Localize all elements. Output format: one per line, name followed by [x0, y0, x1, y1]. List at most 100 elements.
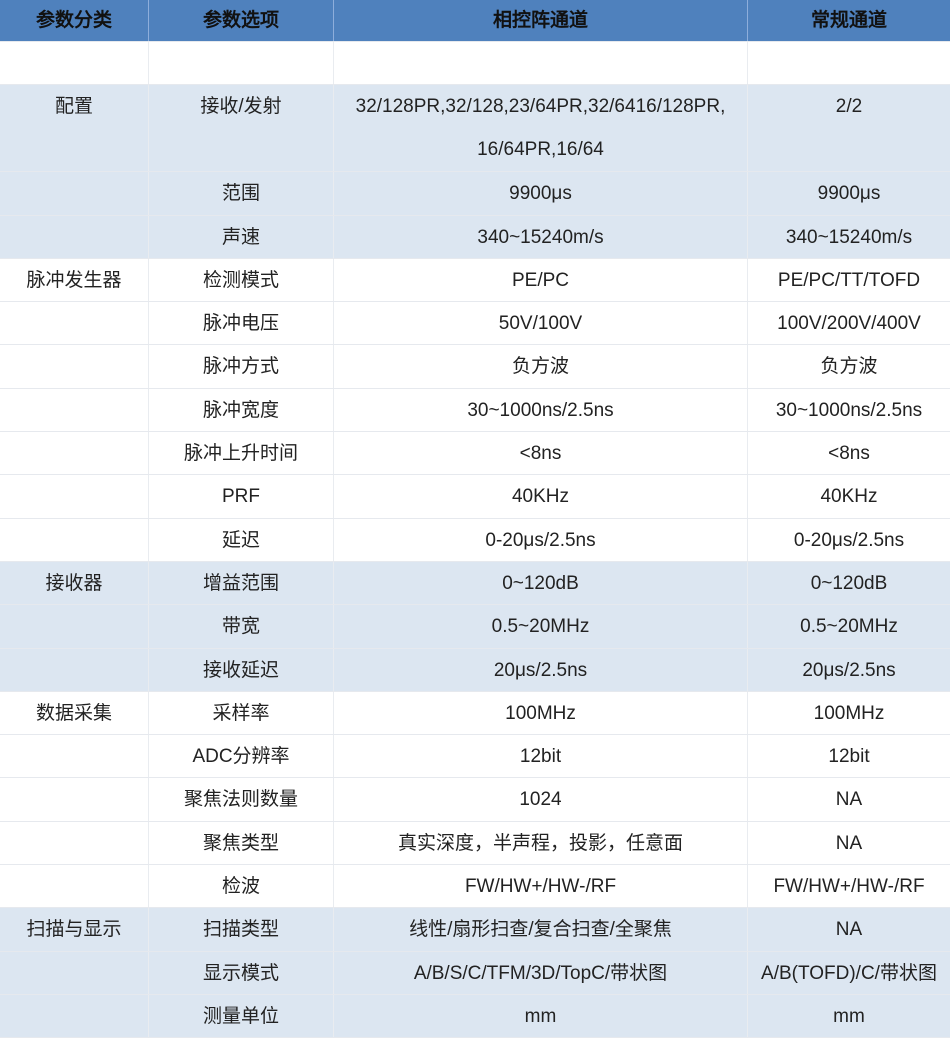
category-cell	[0, 215, 149, 258]
option-cell	[149, 42, 334, 85]
phased-array-cell: 1024	[334, 778, 748, 821]
table-row: 带宽 0.5~20MHz 0.5~20MHz	[0, 605, 950, 649]
table-row: 接收延迟 20μs/2.5ns 20μs/2.5ns	[0, 648, 950, 692]
phased-array-cell: A/B/S/C/TFM/3D/TopC/带状图	[334, 951, 748, 994]
phased-array-cell: PE/PC	[334, 258, 748, 302]
option-cell: 脉冲电压	[149, 302, 334, 345]
conventional-cell: 100MHz	[813, 702, 885, 724]
phased-array-cell: 20μs/2.5ns	[334, 648, 748, 691]
category-cell: 数据采集	[0, 691, 149, 735]
phased-array-cell: 真实深度，半声程，投影，任意面	[334, 821, 748, 865]
conventional-cell	[748, 42, 950, 84]
conventional-cell: 100V/200V/400V	[777, 313, 921, 335]
conventional-cell: 20μs/2.5ns	[802, 659, 896, 681]
category-cell	[0, 778, 149, 821]
option-cell: 延迟	[149, 518, 334, 561]
phased-array-cell: 32/128PR,32/128,23/64PR,32/6416/128PR, 1…	[334, 85, 748, 172]
table-row: 脉冲方式 负方波 负方波	[0, 345, 950, 389]
phased-array-cell: mm	[334, 994, 748, 1038]
conventional-cell: <8ns	[828, 443, 870, 465]
category-cell	[0, 821, 149, 865]
option-cell: 聚焦法则数量	[149, 778, 334, 821]
option-cell: 扫描类型	[149, 908, 334, 951]
category-cell	[0, 432, 149, 475]
conventional-cell: A/B(TOFD)/C/带状图	[761, 962, 937, 984]
conventional-cell: 9900μs	[817, 183, 881, 205]
category-cell	[0, 388, 149, 432]
table-row: 检波 FW/HW+/HW-/RF FW/HW+/HW-/RF	[0, 865, 950, 909]
phased-array-cell: 0~120dB	[334, 561, 748, 605]
option-cell: 测量单位	[149, 994, 334, 1038]
table-row: 配置 接收/发射 32/128PR,32/128,23/64PR,32/6416/1…	[0, 85, 950, 173]
category-cell	[0, 345, 149, 388]
table-row: 数据采集 采样率 100MHz 100MHz	[0, 691, 950, 736]
table-row: 脉冲上升时间 <8ns <8ns	[0, 432, 950, 476]
table-row	[0, 42, 950, 86]
header-phased-array: 相控阵通道	[334, 0, 748, 41]
option-cell: 检波	[149, 865, 334, 908]
category-cell	[0, 994, 149, 1038]
table-row: 扫描与显示 扫描类型 线性/扇形扫查/复合扫查/全聚焦 NA	[0, 908, 950, 952]
conventional-cell: FW/HW+/HW-/RF	[773, 876, 925, 898]
conventional-cell: mm	[833, 1005, 865, 1027]
option-cell: 脉冲宽度	[149, 388, 334, 432]
conventional-cell: 0-20μs/2.5ns	[793, 529, 905, 551]
table-header: 参数分类 参数选项 相控阵通道 常规通道	[0, 0, 950, 42]
conventional-cell: 0~120dB	[810, 572, 888, 594]
table-row: 显示模式 A/B/S/C/TFM/3D/TopC/带状图 A/B(TOFD)/C/带…	[0, 951, 950, 995]
table-row: PRF 40KHz 40KHz	[0, 475, 950, 519]
option-cell: 聚焦类型	[149, 821, 334, 865]
option-cell: 显示模式	[149, 951, 334, 994]
phased-array-cell: 12bit	[334, 735, 748, 778]
conventional-cell: 40KHz	[820, 486, 878, 508]
table-row: 脉冲宽度 30~1000ns/2.5ns 30~1000ns/2.5ns	[0, 388, 950, 433]
conventional-cell: NA	[835, 789, 863, 811]
option-cell: 接收延迟	[149, 648, 334, 691]
phased-array-cell: 40KHz	[334, 475, 748, 518]
phased-array-cell: 0.5~20MHz	[334, 605, 748, 648]
table-row: 脉冲电压 50V/100V 100V/200V/400V	[0, 302, 950, 346]
conventional-cell: PE/PC/TT/TOFD	[777, 269, 921, 291]
table-row: 脉冲发生器 检测模式 PE/PC PE/PC/TT/TOFD	[0, 258, 950, 303]
phased-array-cell: 线性/扇形扫查/复合扫查/全聚焦	[334, 908, 748, 951]
conventional-cell: 12bit	[828, 746, 870, 768]
category-cell	[0, 42, 149, 85]
category-cell	[0, 302, 149, 345]
conventional-cell: 340~15240m/s	[785, 226, 913, 248]
table-row: 聚焦法则数量 1024 NA	[0, 778, 950, 822]
table-row: 延迟 0-20μs/2.5ns 0-20μs/2.5ns	[0, 518, 950, 562]
option-cell: 检测模式	[149, 258, 334, 302]
category-cell	[0, 475, 149, 518]
option-cell: 脉冲方式	[149, 345, 334, 388]
conventional-cell: NA	[835, 832, 863, 854]
conventional-cell: 2/2	[835, 96, 863, 118]
table-row: 接收器 增益范围 0~120dB 0~120dB	[0, 561, 950, 606]
category-cell	[0, 518, 149, 561]
category-cell	[0, 648, 149, 691]
header-category: 参数分类	[0, 0, 149, 41]
option-cell: 脉冲上升时间	[149, 432, 334, 475]
phased-array-cell: 340~15240m/s	[334, 215, 748, 258]
category-cell: 接收器	[0, 561, 149, 605]
table-row: 聚焦类型 真实深度，半声程，投影，任意面 NA	[0, 821, 950, 866]
option-cell: 采样率	[149, 691, 334, 735]
header-conventional: 常规通道	[810, 10, 887, 31]
conventional-cell: 0.5~20MHz	[800, 616, 898, 638]
option-cell: 接收/发射	[149, 85, 334, 172]
category-cell	[0, 865, 149, 908]
phased-array-cell: 9900μs	[334, 172, 748, 215]
option-cell: 范围	[149, 172, 334, 215]
phased-array-cell: 30~1000ns/2.5ns	[334, 388, 748, 432]
phased-array-cell: 0-20μs/2.5ns	[334, 518, 748, 561]
category-cell: 配置	[0, 85, 149, 172]
phased-array-cell	[334, 42, 748, 85]
category-cell	[0, 605, 149, 648]
table-row: 范围 9900μs 9900μs	[0, 172, 950, 216]
phased-array-cell: 100MHz	[334, 691, 748, 735]
table-row: 测量单位 mm mm	[0, 994, 950, 1038]
option-cell: 带宽	[149, 605, 334, 648]
category-cell: 扫描与显示	[0, 908, 149, 951]
category-cell	[0, 172, 149, 215]
category-cell	[0, 735, 149, 778]
